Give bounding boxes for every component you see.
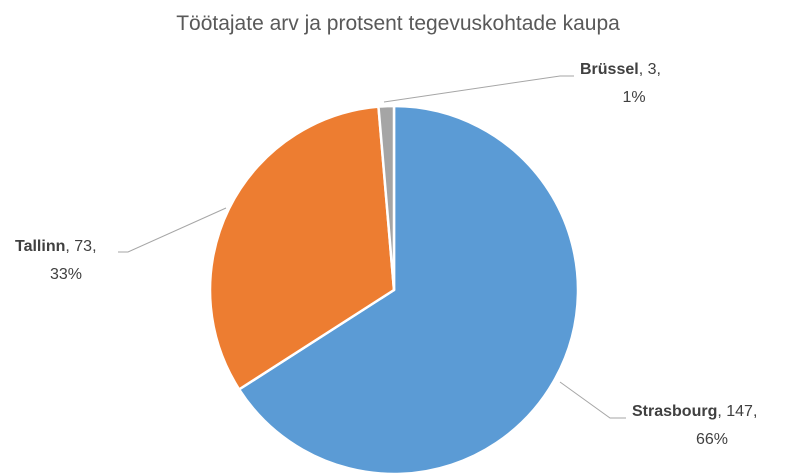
data-label: Strasbourg, 147, [632, 403, 757, 420]
percent-label: 1% [622, 89, 645, 106]
category-label: Brüssel [580, 61, 639, 78]
pie-slice [208, 105, 396, 391]
percent-label: 33% [50, 266, 82, 283]
leader-line [383, 75, 574, 103]
leader-line [559, 381, 626, 419]
leader-line [118, 207, 227, 253]
value-label: 73 [74, 238, 92, 255]
data-label: Brüssel, 3, [580, 61, 661, 78]
chart-title: Töötajate arv ja protsent tegevuskohtade… [176, 12, 620, 35]
value-label: 3 [648, 61, 657, 78]
category-label: Strasbourg [632, 403, 717, 420]
category-label: Tallinn [15, 238, 65, 255]
pie-slice [237, 104, 580, 475]
data-label: Tallinn, 73, [15, 238, 97, 255]
percent-label: 66% [696, 431, 728, 448]
value-label: 147 [726, 403, 753, 420]
pie-slice [377, 104, 396, 292]
pie [208, 104, 580, 475]
